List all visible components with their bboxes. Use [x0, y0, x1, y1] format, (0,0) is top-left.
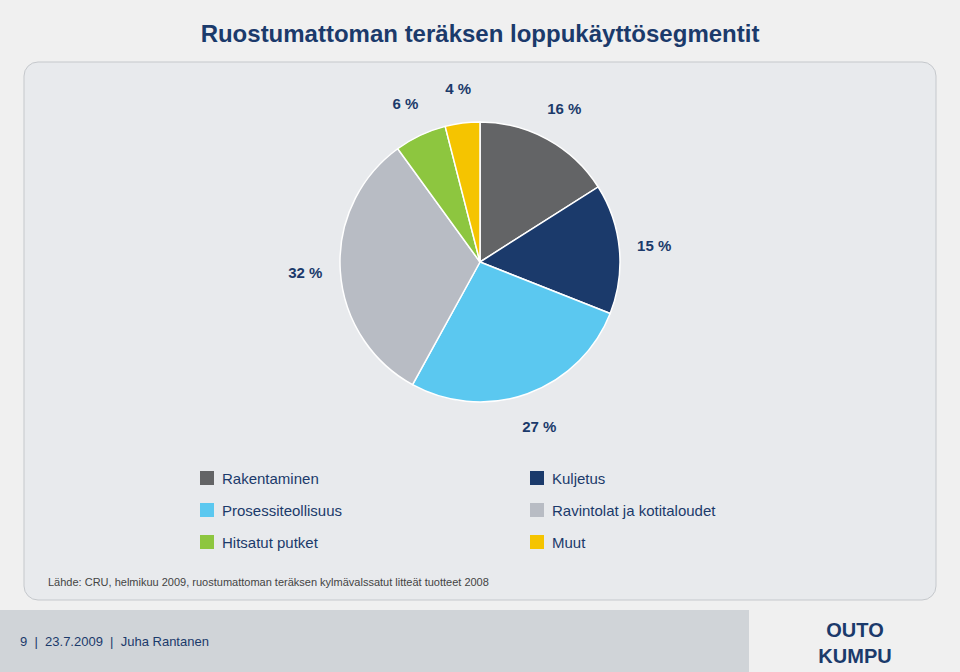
chart: Ruostumattoman teräksen loppukäyttösegme… [0, 0, 960, 672]
panel [24, 62, 936, 600]
data-label: 4 % [445, 80, 471, 97]
source-note: Lähde: CRU, helmikuu 2009, ruostumattoma… [48, 576, 489, 588]
legend-label: Kuljetus [552, 470, 605, 487]
data-label: 27 % [522, 418, 556, 435]
chart-container: Ruostumattoman teräksen loppukäyttösegme… [0, 0, 960, 672]
background [0, 0, 960, 672]
legend-label: Prosessiteollisuus [222, 502, 342, 519]
footer-text: 9 | 23.7.2009 | Juha Rantanen [20, 634, 209, 649]
legend-swatch [530, 503, 544, 517]
legend-swatch [200, 471, 214, 485]
legend-swatch [530, 535, 544, 549]
footer-bar [0, 610, 749, 672]
legend: Rakentaminen Kuljetus Prosessiteollisuus Ra… [200, 470, 716, 551]
pie [340, 122, 620, 402]
data-label: 32 % [288, 264, 322, 281]
legend-label: Ravintolat ja kotitaloudet [552, 502, 716, 519]
slice [445, 122, 480, 262]
legend-swatch [200, 503, 214, 517]
data-label: 15 % [637, 237, 671, 254]
legend-label: Muut [552, 534, 586, 551]
legend-swatch [200, 535, 214, 549]
legend-swatch [530, 471, 544, 485]
logo-text: OUTO [826, 619, 883, 641]
title: Ruostumattoman teräksen loppukäyttösegme… [201, 20, 760, 47]
legend-label: Rakentaminen [222, 470, 319, 487]
data-label: 16 % [547, 100, 581, 117]
data-label: 6 % [393, 95, 419, 112]
logo-text: KUMPU [818, 645, 891, 667]
legend-label: Hitsatut putket [222, 534, 319, 551]
